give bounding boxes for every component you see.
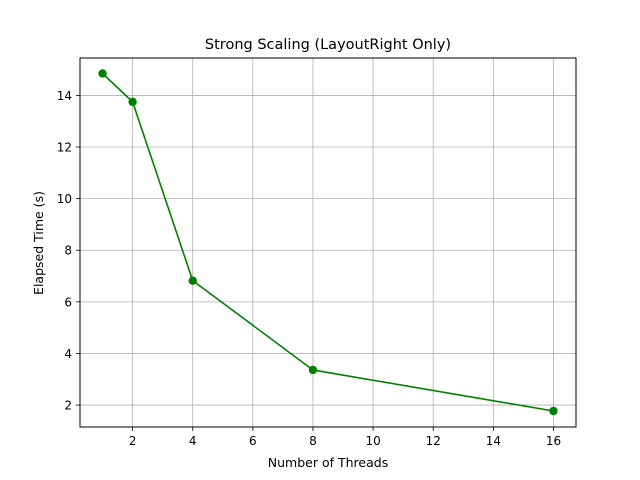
x-tick-label: 12: [426, 434, 441, 448]
x-tick-label: 4: [189, 434, 197, 448]
y-tick-label: 2: [64, 399, 72, 413]
data-point: [188, 276, 197, 285]
x-tick-label: 2: [129, 434, 137, 448]
data-point: [549, 406, 558, 416]
grid: [80, 58, 576, 427]
x-tick-label: 6: [249, 434, 257, 448]
x-axis-label: Number of Threads: [268, 455, 388, 470]
x-tick-label: 8: [309, 434, 317, 448]
y-tick-label: 4: [64, 347, 72, 361]
ticks: 2 4 6 8 10 12 14 16 2 4 6 8 10 12 14: [57, 89, 561, 448]
chart-title: Strong Scaling (LayoutRight Only): [205, 37, 451, 53]
y-tick-label: 6: [64, 295, 72, 309]
data-point: [308, 365, 318, 375]
data-point: [128, 97, 137, 107]
y-tick-label: 10: [57, 192, 72, 206]
series-layer: [98, 69, 558, 416]
x-tick-label: 16: [546, 434, 561, 448]
y-axis-label: Elapsed Time (s): [31, 191, 46, 295]
y-tick-label: 12: [57, 141, 72, 155]
y-tick-label: 14: [57, 89, 72, 103]
x-tick-label: 10: [365, 434, 380, 448]
data-point: [98, 69, 107, 78]
y-tick-label: 8: [64, 244, 72, 258]
x-tick-label: 14: [486, 434, 501, 448]
plot-frame: [79, 57, 577, 428]
